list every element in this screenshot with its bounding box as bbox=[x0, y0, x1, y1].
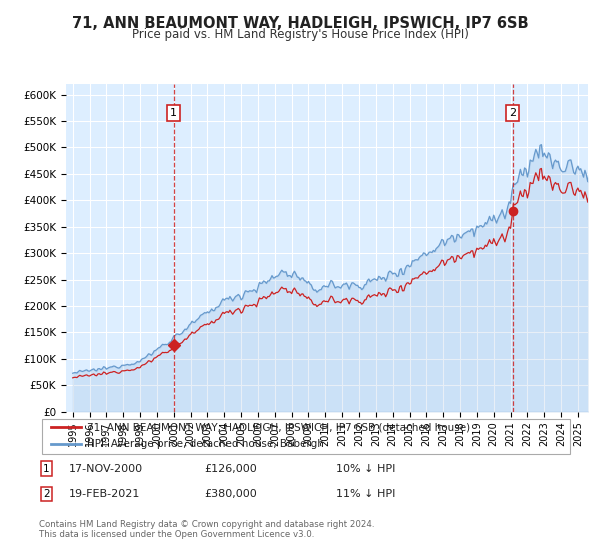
Text: 71, ANN BEAUMONT WAY, HADLEIGH, IPSWICH, IP7 6SB: 71, ANN BEAUMONT WAY, HADLEIGH, IPSWICH,… bbox=[71, 16, 529, 31]
Text: 2: 2 bbox=[43, 489, 50, 499]
Text: Contains HM Land Registry data © Crown copyright and database right 2024.
This d: Contains HM Land Registry data © Crown c… bbox=[39, 520, 374, 539]
Text: 71, ANN BEAUMONT WAY, HADLEIGH, IPSWICH, IP7 6SB (detached house): 71, ANN BEAUMONT WAY, HADLEIGH, IPSWICH,… bbox=[87, 422, 470, 432]
Text: 11% ↓ HPI: 11% ↓ HPI bbox=[336, 489, 395, 499]
Text: 17-NOV-2000: 17-NOV-2000 bbox=[69, 464, 143, 474]
Text: 19-FEB-2021: 19-FEB-2021 bbox=[69, 489, 140, 499]
Text: Price paid vs. HM Land Registry's House Price Index (HPI): Price paid vs. HM Land Registry's House … bbox=[131, 28, 469, 41]
Text: £380,000: £380,000 bbox=[204, 489, 257, 499]
Text: 10% ↓ HPI: 10% ↓ HPI bbox=[336, 464, 395, 474]
Text: 2: 2 bbox=[509, 108, 516, 118]
Text: 1: 1 bbox=[43, 464, 50, 474]
Text: £126,000: £126,000 bbox=[204, 464, 257, 474]
Text: HPI: Average price, detached house, Babergh: HPI: Average price, detached house, Babe… bbox=[87, 438, 324, 449]
Text: 1: 1 bbox=[170, 108, 177, 118]
